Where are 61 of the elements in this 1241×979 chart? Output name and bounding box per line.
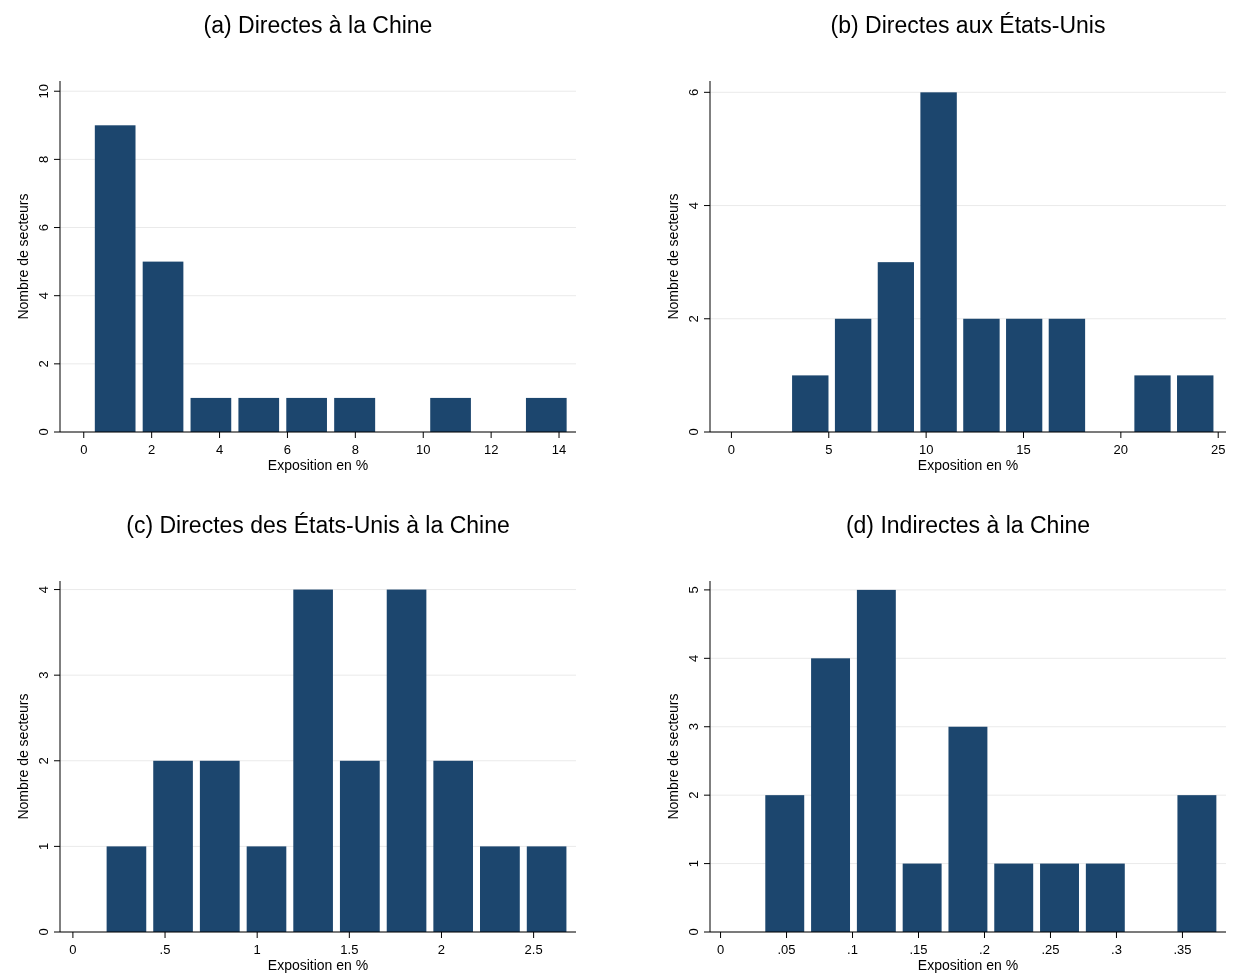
x-axis-title: Exposition en % bbox=[917, 457, 1019, 473]
x-tick-label: 1.5 bbox=[340, 942, 359, 957]
y-axis-title: Nombre de secteurs bbox=[15, 693, 31, 820]
y-tick-label: 2 bbox=[686, 315, 701, 323]
y-tick-label: 3 bbox=[36, 671, 51, 679]
y-tick-label: 0 bbox=[36, 928, 51, 936]
x-tick-label: 10 bbox=[918, 442, 934, 457]
x-tick-label: 25 bbox=[1210, 442, 1226, 457]
x-tick-label: 0 bbox=[727, 442, 736, 457]
y-tick-label: 6 bbox=[686, 88, 701, 96]
y-tick-label: 10 bbox=[36, 83, 51, 99]
x-tick-label: .3 bbox=[1111, 942, 1122, 957]
x-tick-label: 10 bbox=[416, 442, 431, 457]
y-tick-label: 0 bbox=[686, 428, 701, 436]
x-tick-label: .25 bbox=[1041, 942, 1060, 957]
x-tick-label: .1 bbox=[847, 942, 858, 957]
x-axis-title: Exposition en % bbox=[267, 957, 369, 973]
y-tick-label: 0 bbox=[36, 428, 51, 436]
x-tick-label: .35 bbox=[1173, 942, 1192, 957]
x-tick-label: 1 bbox=[253, 942, 261, 957]
x-axis-title: Exposition en % bbox=[917, 957, 1019, 973]
chart-title: (b) Directes aux États-Unis bbox=[830, 12, 1106, 38]
y-tick-label: 1 bbox=[686, 859, 701, 868]
y-tick-label: 5 bbox=[686, 586, 701, 594]
x-tick-label: 14 bbox=[551, 442, 567, 457]
y-tick-label: 3 bbox=[686, 723, 701, 731]
x-tick-label: .5 bbox=[159, 942, 171, 957]
x-axis-title: Exposition en % bbox=[267, 457, 369, 473]
y-tick-label: 0 bbox=[686, 928, 701, 936]
x-tick-label: 8 bbox=[351, 442, 359, 457]
chart-title: (c) Directes des États-Unis à la Chine bbox=[126, 512, 510, 538]
y-axis-title: Nombre de secteurs bbox=[15, 193, 31, 320]
y-axis-title: Nombre de secteurs bbox=[665, 193, 681, 320]
x-tick-label: 20 bbox=[1113, 442, 1129, 457]
chart-title: (d) Indirectes à la Chine bbox=[845, 512, 1091, 538]
y-tick-label: 2 bbox=[686, 791, 701, 799]
x-tick-label: 6 bbox=[283, 442, 292, 457]
x-tick-label: 0 bbox=[716, 942, 725, 957]
y-axis-title: Nombre de secteurs bbox=[665, 693, 681, 820]
y-tick-label: 4 bbox=[686, 654, 701, 662]
y-tick-label: 4 bbox=[36, 292, 51, 300]
y-tick-label: 4 bbox=[686, 201, 701, 210]
x-tick-label: .05 bbox=[777, 942, 796, 957]
x-tick-label: .15 bbox=[909, 942, 928, 957]
chart-title: (a) Directes à la Chine bbox=[203, 12, 433, 38]
x-tick-label: 15 bbox=[1016, 442, 1031, 457]
y-tick-label: 6 bbox=[36, 223, 51, 232]
y-tick-label: 4 bbox=[36, 585, 51, 594]
x-tick-label: 5 bbox=[825, 442, 833, 457]
y-tick-label: 8 bbox=[36, 155, 51, 163]
x-tick-label: 2.5 bbox=[524, 942, 543, 957]
x-tick-label: 0 bbox=[69, 942, 77, 957]
x-tick-label: 2 bbox=[148, 442, 156, 457]
x-tick-label: 12 bbox=[483, 442, 499, 457]
x-tick-label: 4 bbox=[215, 442, 224, 457]
x-tick-label: 2 bbox=[437, 942, 446, 957]
x-tick-label: 0 bbox=[80, 442, 88, 457]
x-tick-label: .2 bbox=[979, 942, 990, 957]
y-tick-label: 2 bbox=[36, 360, 51, 368]
y-tick-label: 2 bbox=[36, 757, 51, 765]
y-tick-label: 1 bbox=[36, 842, 51, 851]
